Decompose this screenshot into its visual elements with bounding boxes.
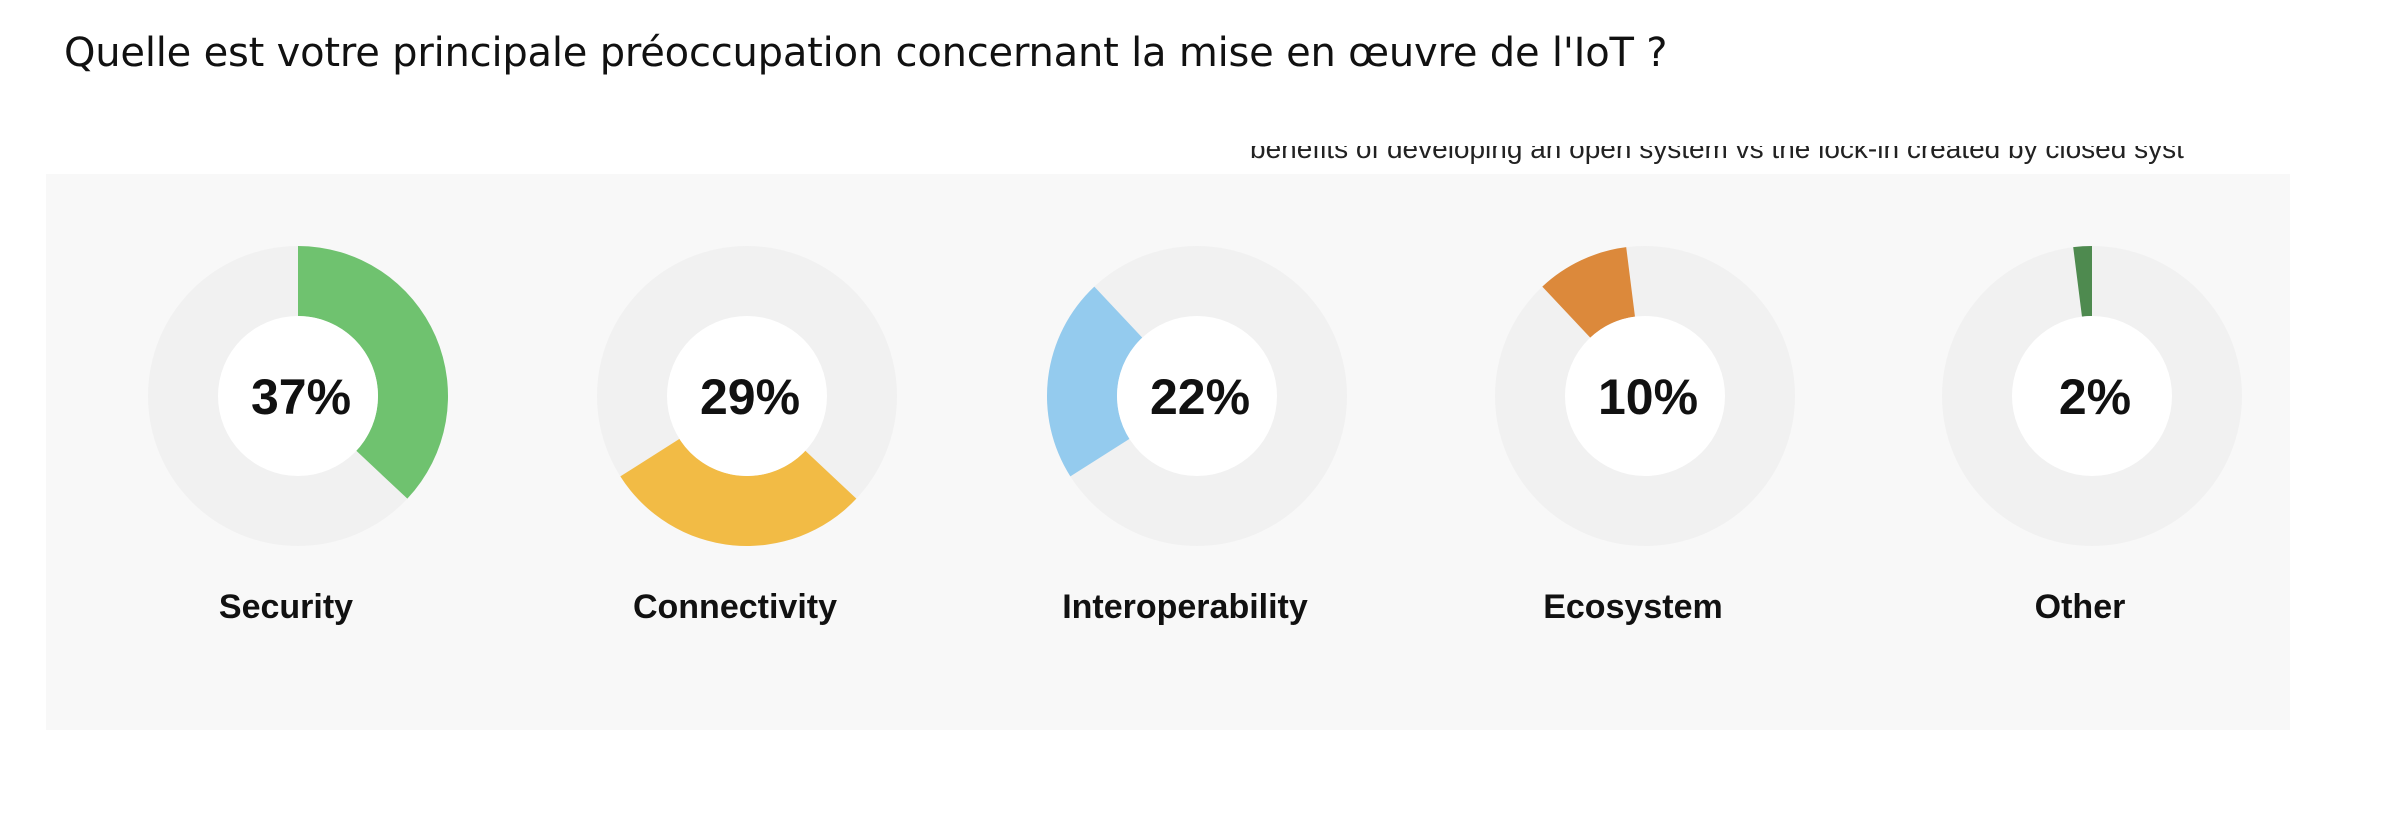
partial-caption-line: benefits of developing an open system vs… [1250, 146, 2184, 164]
donut-slice-connectivity [620, 438, 857, 546]
donut-center-connectivity [667, 316, 827, 476]
donut-slice-interoperability [1047, 286, 1143, 477]
donut-value-label-security: 37% [251, 369, 351, 425]
category-label-security: Security [219, 588, 353, 626]
donut-slice-ecosystem [1542, 247, 1635, 338]
donut-connectivity: 29% Connectivity [597, 246, 897, 626]
donut-security: 37% Security [148, 246, 449, 626]
category-label-ecosystem: Ecosystem [1543, 588, 1723, 626]
category-label-connectivity: Connectivity [633, 588, 837, 626]
partial-caption-text: benefits of developing an open system vs… [1250, 146, 2184, 174]
donut-slice-other [2073, 246, 2092, 317]
donut-other: 2% Other [1942, 246, 2242, 626]
category-label-other: Other [2035, 588, 2126, 626]
donut-ecosystem: 10% Ecosystem [1495, 246, 1795, 626]
donut-center-ecosystem [1565, 316, 1725, 476]
donut-center-other [2012, 316, 2172, 476]
donut-value-label-interoperability: 22% [1150, 369, 1250, 425]
donut-value-label-other: 2% [2059, 369, 2131, 425]
donut-interoperability: 22% Interoperability [1047, 246, 1347, 626]
donut-value-label-connectivity: 29% [700, 369, 800, 425]
donut-center-security [218, 316, 378, 476]
category-label-interoperability: Interoperability [1062, 588, 1308, 626]
donut-value-label-ecosystem: 10% [1598, 369, 1698, 425]
donut-slice-security [298, 246, 449, 499]
page-title: Quelle est votre principale préoccupatio… [64, 30, 1668, 76]
donut-center-interoperability [1117, 316, 1277, 476]
